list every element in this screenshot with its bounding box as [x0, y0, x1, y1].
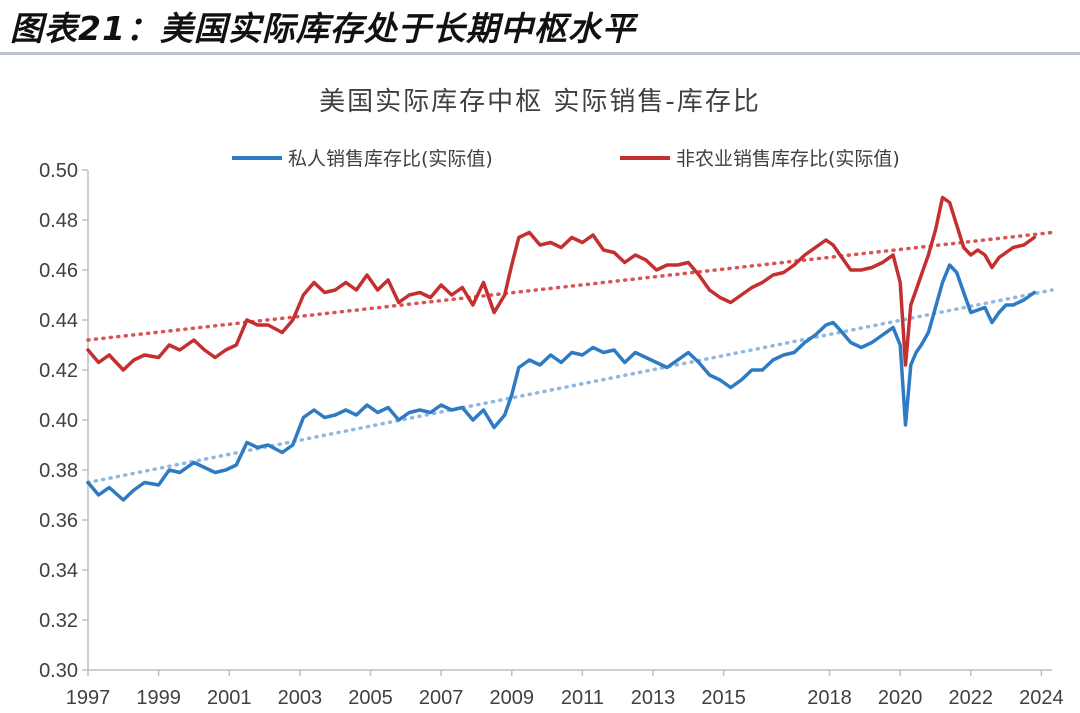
legend-label-private: 私人销售库存比(实际值): [288, 148, 493, 170]
figure-caption: 图表21：美国实际库存处于长期中枢水平: [10, 9, 636, 48]
x-tick-label: 2018: [807, 687, 852, 709]
y-tick-label: 0.50: [39, 160, 78, 182]
y-tick-label: 0.30: [39, 660, 78, 682]
trendlines: [86, 230, 1054, 485]
x-tick-label: 2024: [1019, 687, 1064, 709]
y-axis: 0.30 0.32 0.34 0.36 0.38 0.40 0.42 0.44 0.46 0.48…: [39, 160, 89, 682]
x-tick-label: 2013: [631, 687, 676, 709]
y-tick-label: 0.42: [39, 360, 78, 382]
x-tick-label: 2005: [348, 687, 393, 709]
y-tick-label: 0.34: [39, 560, 78, 582]
x-tick-label: 1997: [66, 687, 111, 709]
x-tick-label: 2009: [489, 687, 534, 709]
x-tick-label: 2022: [949, 687, 994, 709]
x-tick-label: 2001: [207, 687, 252, 709]
x-tick-label: 1999: [136, 687, 181, 709]
x-tick-label: 2007: [419, 687, 464, 709]
y-tick-label: 0.36: [39, 510, 78, 532]
y-tick-label: 0.38: [39, 460, 78, 482]
x-tick-label: 2020: [878, 687, 923, 709]
x-tick-label: 2011: [561, 687, 604, 709]
trendline-nonfarm: [86, 230, 1054, 342]
x-tick-label: 2003: [278, 687, 323, 709]
legend-label-nonfarm: 非农业销售库存比(实际值): [676, 148, 900, 170]
figure-header: 图表21：美国实际库存处于长期中枢水平: [0, 0, 1080, 55]
trendline-private: [86, 288, 1054, 485]
y-tick-label: 0.44: [39, 310, 78, 332]
series-line-private: [86, 263, 1037, 502]
y-tick-label: 0.46: [39, 260, 78, 282]
y-tick-label: 0.40: [39, 410, 78, 432]
x-tick-label: 2015: [701, 687, 746, 709]
y-tick-label: 0.48: [39, 210, 78, 232]
x-axis: 1997 1999 2001 2003 2005 2007 2009 2011 2013 2015…: [66, 669, 1064, 709]
legend: 私人销售库存比(实际值) 非农业销售库存比(实际值): [232, 148, 900, 170]
series-line-nonfarm: [86, 195, 1037, 372]
chart-title: 美国实际库存中枢 实际销售-库存比: [319, 87, 761, 117]
series-lines: [86, 195, 1037, 502]
y-tick-label: 0.32: [39, 610, 78, 632]
